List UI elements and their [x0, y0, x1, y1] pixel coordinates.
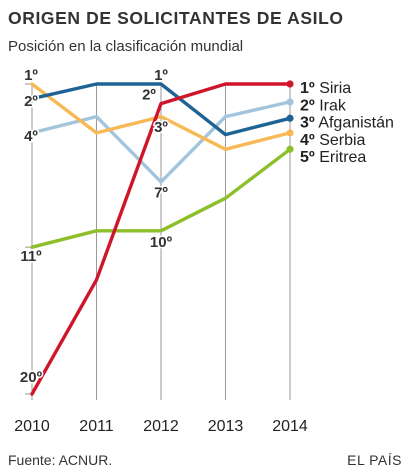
legend-name: Siria — [315, 80, 352, 97]
legend-rank: 4º — [300, 132, 315, 149]
legend-name: Serbia — [315, 132, 366, 149]
legend-rank: 5º — [300, 149, 315, 166]
legend-label-siria: 1º Siria — [300, 80, 351, 97]
legend-label-eritrea: 5º Eritrea — [300, 149, 366, 166]
legend-name: Afganistán — [315, 115, 394, 132]
rank-annotation: 10º — [150, 234, 173, 251]
source-note: Fuente: ACNUR. — [8, 452, 113, 468]
chart-title: ORIGEN DE SOLICITANTES DE ASILO — [8, 8, 344, 28]
series-line-afganistán — [30, 100, 292, 184]
rank-annotation: 11º — [20, 248, 42, 265]
end-point-siria — [286, 80, 294, 88]
legend-label-afganistán: 3º Afganistán — [300, 115, 394, 132]
legend-rank: 3º — [300, 115, 315, 132]
rank-annotation: 4º — [24, 128, 38, 145]
rank-annotation: 1º — [154, 67, 168, 84]
chart-subtitle: Posición en la clasificación mundial — [8, 38, 244, 55]
end-point-eritrea — [286, 145, 294, 153]
rank-annotation: 2º — [24, 93, 38, 110]
legend-name: Eritrea — [315, 149, 367, 166]
series-line-irak — [30, 82, 292, 137]
series-line-eritrea — [30, 147, 292, 249]
x-tick-label-2014: 2014 — [272, 418, 308, 435]
end-point-afganistán — [286, 98, 294, 106]
series-line-siria — [30, 82, 292, 396]
series-line-serbia — [30, 82, 292, 152]
end-point-irak — [286, 114, 294, 122]
rank-annotation: 2º — [142, 87, 156, 104]
x-tick-label-2013: 2013 — [208, 418, 244, 435]
series-lines — [30, 80, 294, 396]
rank-annotation: 20º — [20, 369, 43, 386]
rank-annotation: 1º — [24, 67, 38, 84]
rank-annotation: 3º — [154, 119, 168, 136]
legend-rank: 2º — [300, 97, 315, 114]
legend-label-irak: 2º Irak — [300, 97, 347, 114]
legend-rank: 1º — [300, 80, 315, 97]
rank-annotation: 7º — [154, 184, 168, 201]
legend-label-serbia: 4º Serbia — [300, 132, 366, 149]
x-tick-label-2011: 2011 — [79, 418, 114, 435]
legend-name: Irak — [315, 97, 347, 114]
x-tick-label-2010: 2010 — [14, 418, 50, 435]
publisher-logo: EL PAÍS — [347, 452, 402, 468]
x-tick-label-2012: 2012 — [143, 418, 179, 435]
x-axis-ticks: 2010 2011 2012 2013 2014 — [14, 418, 308, 435]
end-point-serbia — [286, 129, 294, 137]
